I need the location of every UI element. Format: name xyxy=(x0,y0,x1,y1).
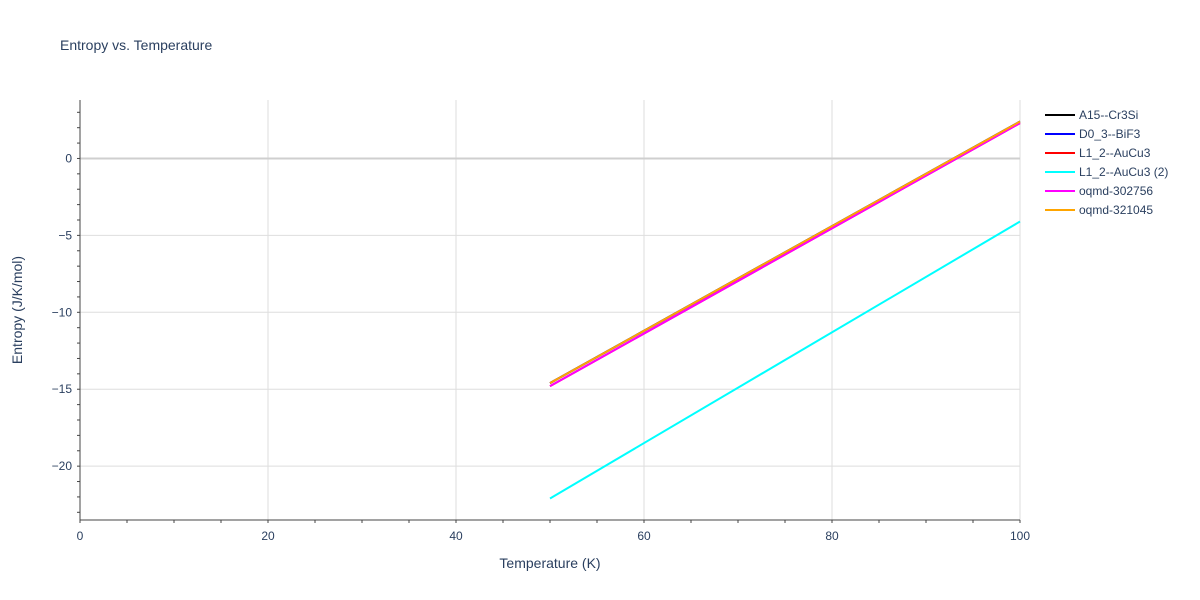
legend-item-label[interactable]: D0_3--BiF3 xyxy=(1079,127,1141,141)
x-tick-label: 100 xyxy=(1010,529,1030,543)
legend[interactable]: A15--Cr3Si D0_3--BiF3 L1_2--AuCu3 L1_2--AuC… xyxy=(1045,108,1168,217)
x-tick-label: 60 xyxy=(637,529,651,543)
series-line-6 xyxy=(549,120,1021,384)
chart-title: Entropy vs. Temperature xyxy=(60,37,212,53)
x-tick-label: 0 xyxy=(77,529,84,543)
y-tick-label: −15 xyxy=(52,382,73,396)
grid-layer xyxy=(80,100,1021,520)
legend-item-label[interactable]: oqmd-302756 xyxy=(1079,184,1153,198)
legend-item-label[interactable]: oqmd-321045 xyxy=(1079,203,1153,217)
x-tick-label: 40 xyxy=(449,529,463,543)
y-tick-label: 0 xyxy=(65,151,72,165)
y-tick-label: −5 xyxy=(58,228,72,242)
y-axis-title: Entropy (J/K/mol) xyxy=(9,256,25,364)
legend-item-label[interactable]: A15--Cr3Si xyxy=(1079,108,1138,122)
series-layer xyxy=(549,120,1021,500)
series-line-4 xyxy=(549,220,1021,500)
y-tick-label: −10 xyxy=(52,305,73,319)
legend-item-label[interactable]: L1_2--AuCu3 (2) xyxy=(1079,165,1168,179)
series-line-5 xyxy=(549,122,1021,388)
x-tick-label: 80 xyxy=(825,529,839,543)
y-tick-label: −20 xyxy=(52,459,73,473)
x-axis-title: Temperature (K) xyxy=(499,555,600,571)
legend-item-label[interactable]: L1_2--AuCu3 xyxy=(1079,146,1151,160)
x-tick-label: 20 xyxy=(261,529,275,543)
axis-layer: 0 20 40 60 80 100 −20 −15 −10 −5 0 xyxy=(52,100,1030,543)
